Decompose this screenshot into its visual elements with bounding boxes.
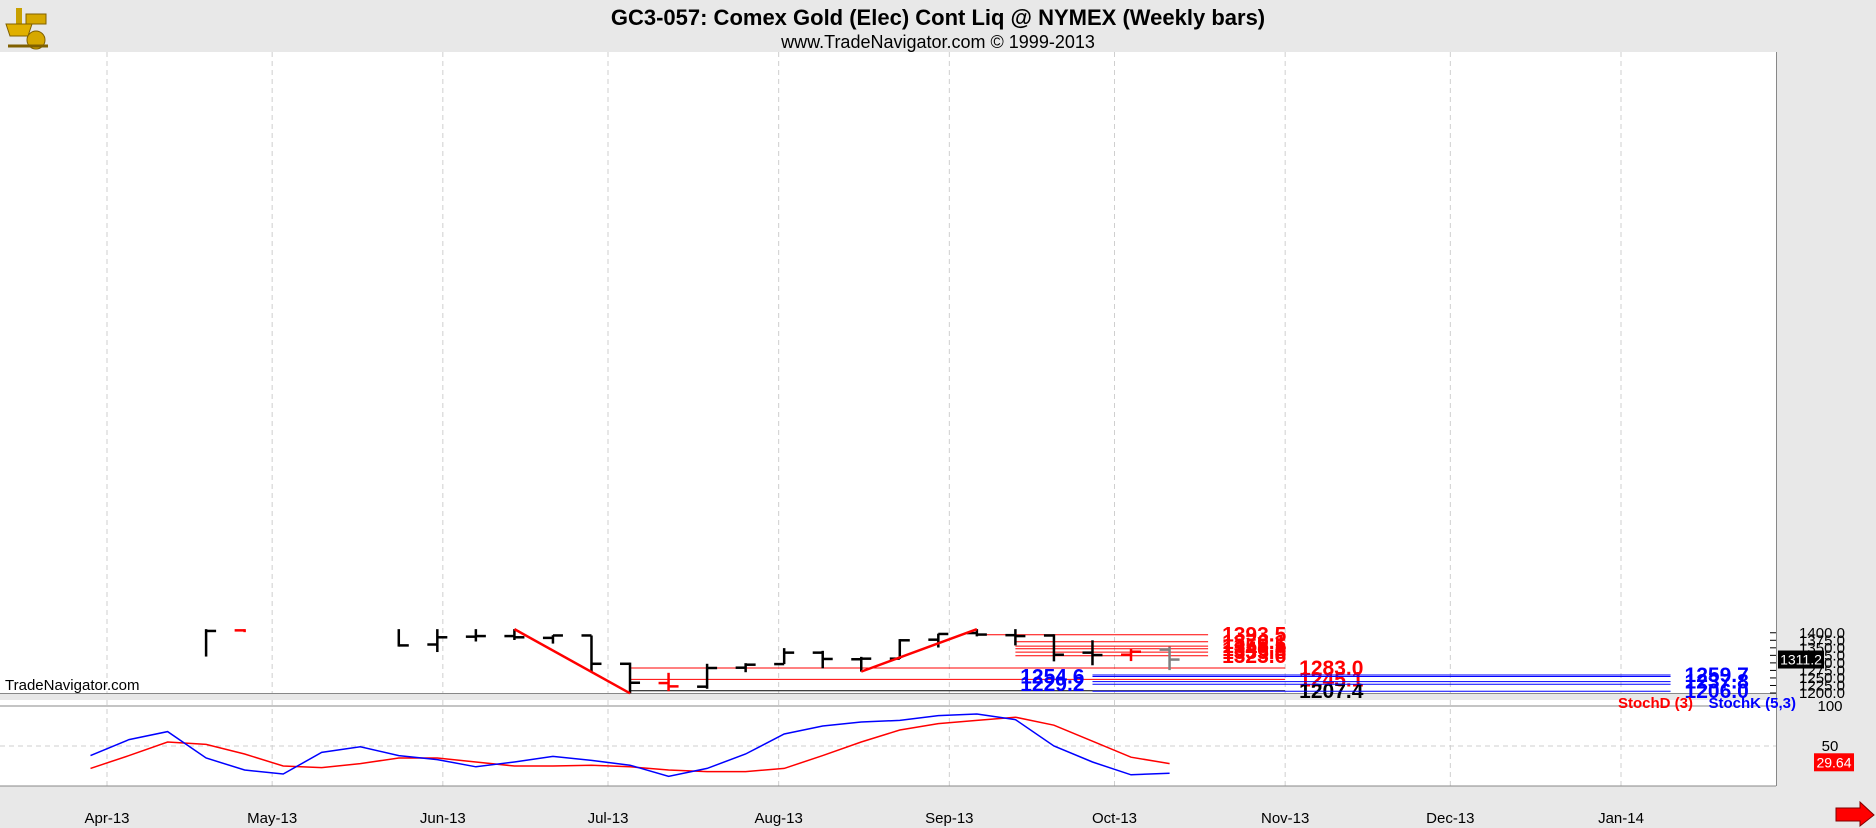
y-tick-label: 1375.0 [1799,632,1845,649]
scroll-right-arrow-icon[interactable] [1835,800,1875,828]
x-tick-label: Nov-13 [1261,810,1309,827]
x-tick-label: Jan-14 [1598,810,1644,827]
x-tick-label: Dec-13 [1426,810,1474,827]
stoch-series-line [90,713,1170,778]
watermark-text: TradeNavigator.com [5,677,140,694]
level-label: 1355.5 [1222,635,1287,658]
level-label: 1335.8 [1222,641,1287,664]
y-tick-label: 1250.0 [1799,670,1845,687]
x-tick-label: Apr-13 [84,810,129,827]
y-tick-label: 1200.0 [1799,685,1845,702]
level-label: 1346.8 [1222,638,1287,661]
last-price-tag [1778,650,1824,669]
stoch-y-tick-label: 100 [1817,698,1842,715]
stoch-d-legend: StochD (3) [1618,695,1693,712]
stoch-k-legend: StochK (5,3) [1708,695,1796,712]
trade-navigator-logo-icon [2,2,54,52]
level-label: 1393.5 [1222,624,1287,647]
x-tick-label: Sep-13 [925,810,973,827]
chart-subtitle: www.TradeNavigator.com © 1999-2013 [781,32,1095,52]
last-price-value: 1311.2 [1780,652,1822,668]
trend-line [860,627,978,673]
y-tick-label: 1400.0 [1799,625,1845,642]
price-panel [0,52,1776,693]
x-tick-label: Jun-13 [420,810,466,827]
level-label: 1283.0 [1299,657,1363,680]
x-tick-label: May-13 [247,810,297,827]
level-label: 1259.7 [1685,664,1749,687]
level-label: 1206.0 [1685,680,1749,703]
last-stoch-tag [1814,753,1854,772]
last-stoch-value: 29.64 [1816,754,1851,770]
stoch-series-line [90,716,1170,773]
level-label: 1254.6 [1020,666,1084,689]
trend-line [513,628,631,695]
x-tick-label: Jul-13 [588,810,629,827]
level-label: 1237.8 [1685,671,1750,694]
x-tick-label: Oct-13 [1092,810,1137,827]
level-label: 1323.6 [1222,645,1286,668]
level-label: 1370.1 [1222,631,1287,654]
x-tick-label: Aug-13 [754,810,802,827]
chart-title: GC3-057: Comex Gold (Elec) Cont Liq @ NY… [610,5,1266,30]
stoch-y-tick-label: 50 [1822,738,1839,755]
level-label: 1229.2 [1020,673,1084,696]
y-tick-label: 1225.0 [1799,677,1845,694]
stoch-panel [0,700,1776,786]
level-label: 1245.1 [1299,668,1364,691]
